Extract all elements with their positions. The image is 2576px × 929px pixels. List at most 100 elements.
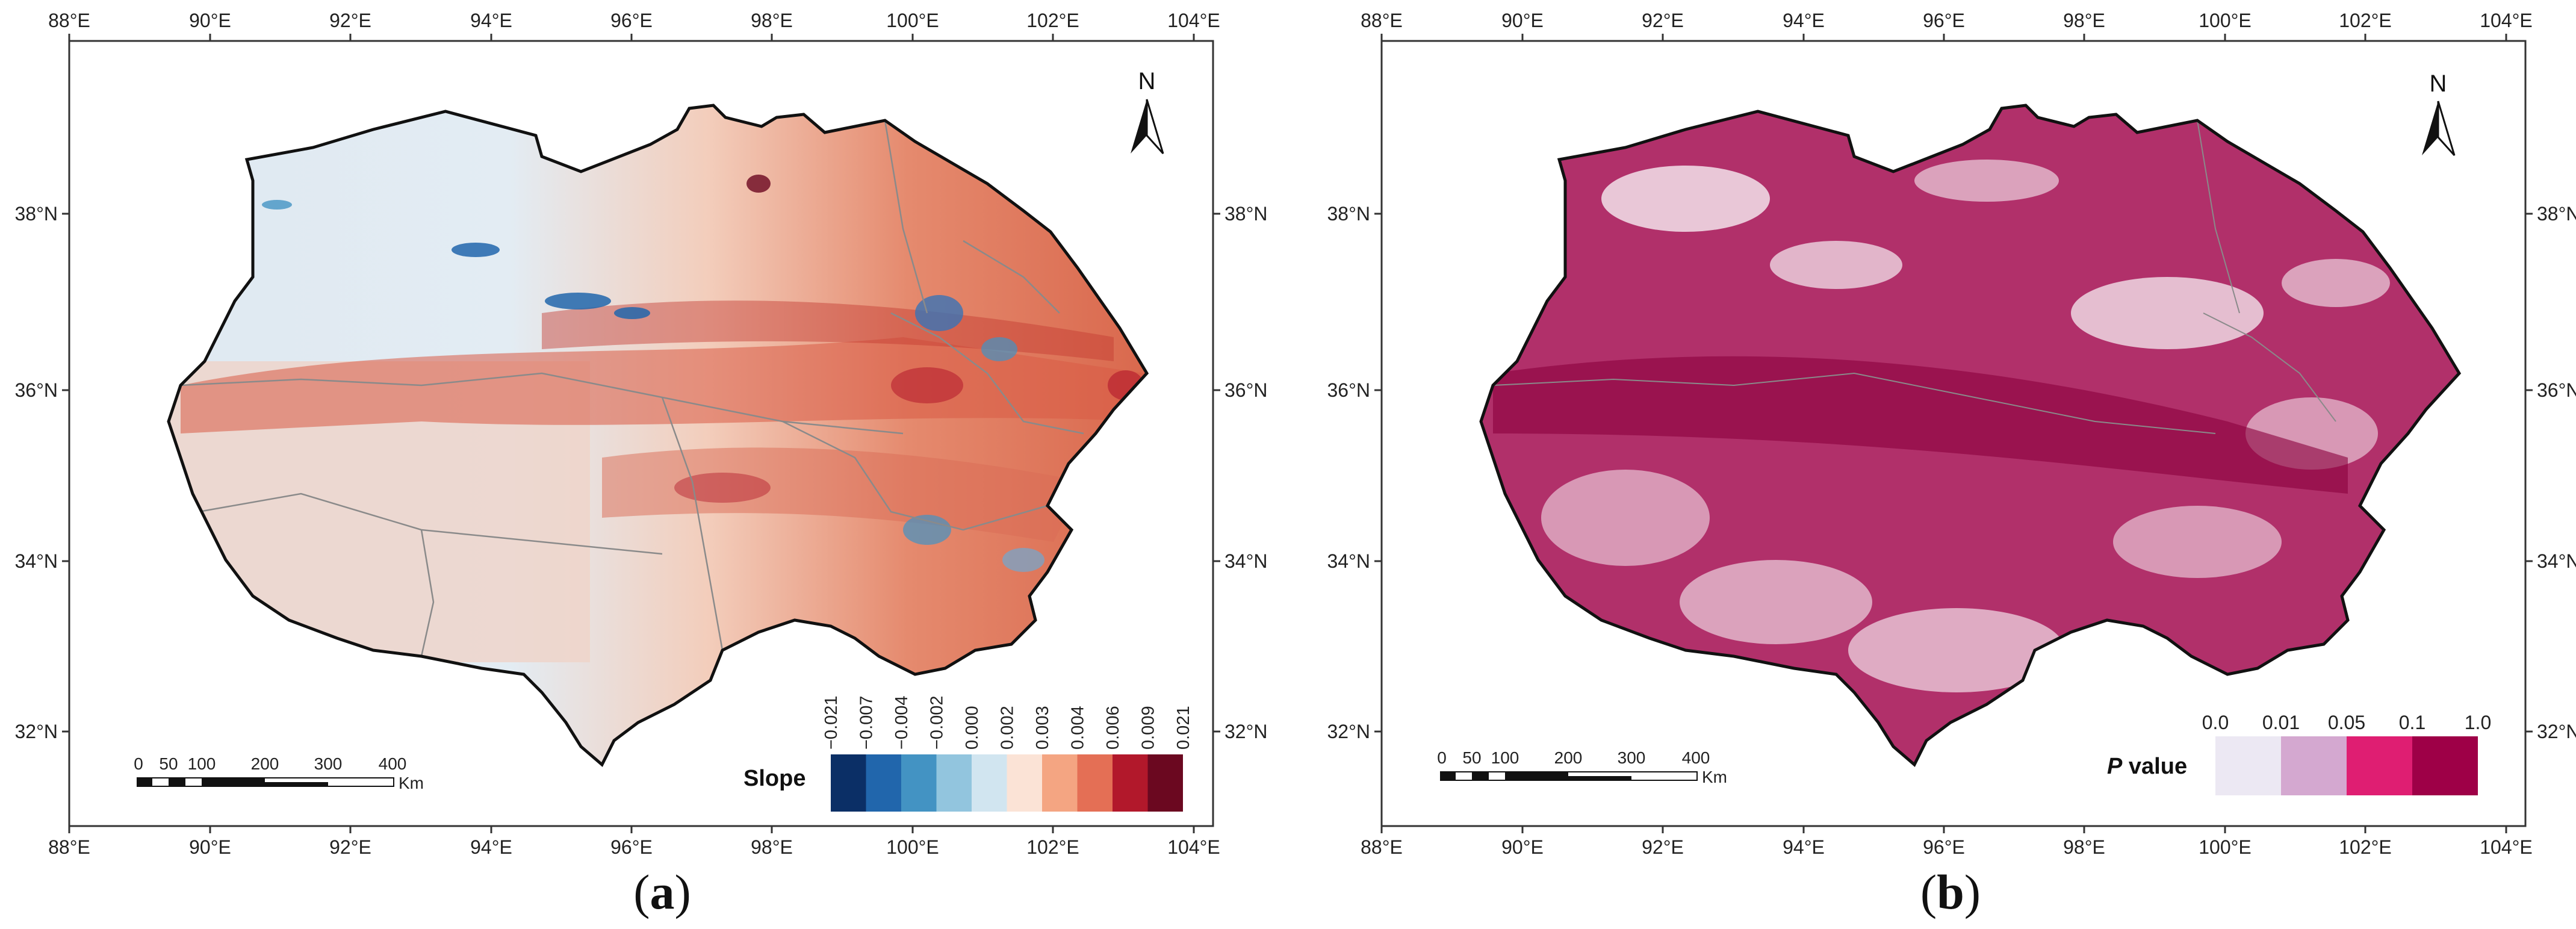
lon-label: 104°E [1167, 836, 1220, 858]
lon-label: 94°E [470, 10, 512, 31]
lon-label: 96°E [610, 836, 653, 858]
lon-label: 92°E [329, 836, 371, 858]
pvalue-legend: P value 0.0 0.01 0.05 0.1 1.0 [2107, 712, 2491, 795]
legend-break-label: 0.009 [1139, 706, 1158, 750]
lat-label: 36°N [1224, 379, 1268, 401]
lon-label: 100°E [886, 836, 939, 858]
lon-label: 102°E [1026, 836, 1079, 858]
legend-break-label: 0.004 [1069, 706, 1088, 750]
north-arrow-icon: N [1131, 68, 1164, 155]
lat-label: 32°N [2537, 721, 2576, 742]
lon-label: 92°E [1642, 836, 1684, 858]
north-arrow-icon: N [2422, 70, 2456, 157]
svg-text:100: 100 [188, 754, 216, 773]
lat-label: 34°N [1327, 550, 1371, 572]
panel-caption-b: (b) [1920, 865, 1981, 919]
svg-text:0: 0 [1437, 748, 1447, 767]
left-latitude-labels: 38°N 36°N 34°N 32°N [1327, 203, 1371, 742]
svg-text:N: N [2430, 70, 2447, 97]
lat-label: 32°N [1327, 721, 1371, 742]
legend-swatch [1147, 754, 1183, 812]
lat-label: 34°N [1224, 550, 1268, 572]
legend-swatches [831, 754, 1183, 812]
svg-text:200: 200 [251, 754, 279, 773]
lat-label: 34°N [2537, 550, 2576, 572]
lon-label: 96°E [1923, 836, 1965, 858]
lat-label: 36°N [1327, 379, 1371, 401]
lon-label: 88°E [48, 10, 90, 31]
legend-break-label: 1.0 [2465, 712, 2491, 733]
map-frame [1380, 40, 2527, 827]
legend-swatch [2412, 736, 2478, 795]
left-latitude-labels: 38°N 36°N 34°N 32°N [15, 203, 58, 742]
svg-text:50: 50 [1462, 748, 1481, 767]
svg-text:300: 300 [314, 754, 343, 773]
lon-label: 98°E [751, 836, 793, 858]
legend-swatch [901, 754, 937, 812]
legend-break-label: −0.004 [892, 695, 911, 750]
svg-text:100: 100 [1491, 748, 1519, 767]
lat-label: 36°N [2537, 379, 2576, 401]
lon-label: 88°E [1361, 10, 1403, 31]
map-panel-b: 88°E 90°E 92°E 94°E 96°E 98°E 100°E 102°… [1327, 10, 2576, 858]
lon-label: 100°E [2199, 836, 2252, 858]
legend-swatch [936, 754, 972, 812]
county-boundaries [180, 120, 1084, 657]
lon-label: 96°E [1923, 10, 1965, 31]
legend-break-label: 0.01 [2262, 712, 2300, 733]
lon-label: 94°E [1783, 836, 1825, 858]
lat-label: 38°N [1224, 203, 1268, 225]
svg-text:300: 300 [1618, 748, 1646, 767]
legend-swatch [2215, 736, 2281, 795]
lon-label: 94°E [470, 836, 512, 858]
slope-legend: Slope −0.021 −0.007 −0.004 −0.002 0.000 0.002… [743, 695, 1193, 812]
svg-text:Km: Km [399, 774, 424, 792]
scale-bar: 0 50 100 200 300 400 Km [134, 754, 424, 792]
right-latitude-labels: 38°N 36°N 34°N 32°N [1224, 203, 1268, 742]
lat-label: 36°N [15, 379, 58, 401]
pvalue-raster [1481, 105, 2459, 765]
lon-label: 96°E [610, 10, 653, 31]
svg-text:400: 400 [1682, 748, 1710, 767]
map-panel-a: 88°E 90°E 92°E 94°E 96°E 98°E 100°E 102°… [15, 10, 1268, 858]
lon-label: 98°E [751, 10, 793, 31]
legend-swatch [1077, 754, 1113, 812]
legend-swatch [2281, 736, 2347, 795]
legend-swatch [1113, 754, 1148, 812]
legend-break-label: 0.006 [1103, 706, 1123, 750]
legend-break-label: 0.1 [2399, 712, 2425, 733]
lat-label: 34°N [15, 550, 58, 572]
lon-label: 104°E [2480, 836, 2533, 858]
lat-label: 32°N [1224, 721, 1268, 742]
top-longitude-labels: 88°E 90°E 92°E 94°E 96°E 98°E 100°E 102°… [1361, 10, 2533, 31]
legend-title: P value [2107, 754, 2187, 779]
lon-label: 102°E [2339, 836, 2392, 858]
svg-text:50: 50 [159, 754, 178, 773]
lon-label: 90°E [189, 836, 231, 858]
legend-break-label: −0.021 [822, 695, 841, 750]
lon-label: 100°E [886, 10, 939, 31]
lat-label: 38°N [15, 203, 58, 225]
lon-label: 88°E [1361, 836, 1403, 858]
lon-label: 102°E [1026, 10, 1079, 31]
frame-ticks [62, 34, 1220, 833]
legend-swatch [972, 754, 1007, 812]
svg-text:0: 0 [134, 754, 143, 773]
legend-swatch [831, 754, 866, 812]
bottom-longitude-labels: 88°E 90°E 92°E 94°E 96°E 98°E 100°E 102°… [1361, 836, 2533, 858]
legend-swatch [2347, 736, 2412, 795]
province-outline [1479, 104, 2462, 767]
scale-bar: 0 50 100 200 300 400 Km [1437, 748, 1727, 786]
lon-label: 102°E [2339, 10, 2392, 31]
legend-break-label: −0.007 [857, 695, 877, 750]
lon-label: 94°E [1783, 10, 1825, 31]
lon-label: 104°E [1167, 10, 1220, 31]
lat-label: 32°N [15, 721, 58, 742]
legend-swatch [866, 754, 901, 812]
lon-label: 100°E [2199, 10, 2252, 31]
legend-break-label: −0.002 [928, 695, 947, 750]
svg-text:400: 400 [379, 754, 407, 773]
svg-text:N: N [1138, 68, 1156, 95]
map-frame [68, 40, 1214, 827]
